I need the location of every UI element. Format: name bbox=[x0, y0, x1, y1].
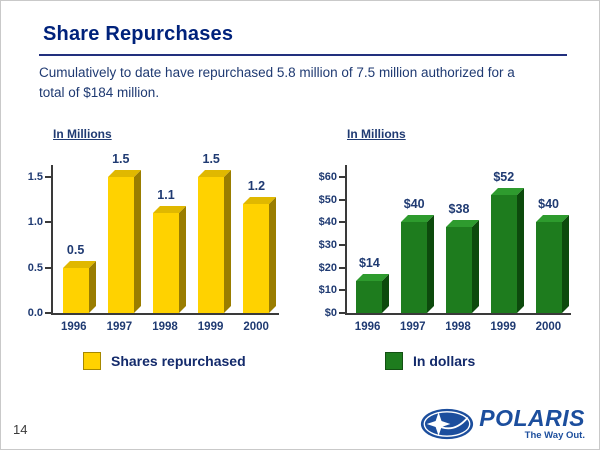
y-tick-label: $60 bbox=[318, 170, 337, 183]
bar-slot: 0.5 bbox=[53, 165, 98, 313]
x-tick-label: 1996 bbox=[354, 321, 381, 333]
bar-slot: 1.2 bbox=[234, 165, 279, 313]
y-tick-label: 1.0 bbox=[27, 216, 43, 229]
x-tick-label: 1997 bbox=[400, 321, 426, 333]
y-tick-label: $20 bbox=[318, 261, 337, 274]
bar-slot: $52 bbox=[481, 165, 526, 313]
y-tick-label: 0.5 bbox=[27, 261, 43, 274]
y-tick-mark bbox=[45, 221, 51, 224]
legend-shares: Shares repurchased bbox=[83, 352, 246, 370]
bar-value-label: 0.5 bbox=[66, 242, 85, 257]
shares-repurchased-chart: In Millions 0.0 0.5 1.0 1.5 0.5 1.5 1.1 1.5 1.2 … bbox=[15, 127, 285, 333]
y-tick-label: $40 bbox=[318, 216, 337, 229]
x-tick-label: 2000 bbox=[243, 321, 269, 333]
slide-subtitle: Cumulatively to date have repurchased 5.… bbox=[39, 65, 515, 100]
x-tick-label: 1997 bbox=[106, 321, 133, 333]
bar-1998: 1.1 bbox=[153, 188, 179, 313]
polaris-star-ellipse-icon bbox=[421, 408, 474, 440]
legend-dollars: In dollars bbox=[385, 352, 475, 370]
bar-value-label: 1.5 bbox=[202, 151, 220, 166]
legend-swatch-yellow bbox=[83, 352, 101, 370]
y-tick-mark bbox=[339, 221, 345, 224]
bar-slot: $38 bbox=[437, 165, 482, 313]
bar-slot: 1.1 bbox=[143, 165, 188, 313]
y-tick-mark bbox=[45, 266, 51, 269]
bar-1997: 1.5 bbox=[107, 152, 134, 313]
plot-area-dollars: $0 $10 $20 $30 $40 $50 $60 $14 $40 $38 $52 $40 bbox=[319, 165, 571, 319]
bar-1999: 1.5 bbox=[198, 152, 225, 313]
bar-slot: $40 bbox=[392, 165, 437, 313]
logo-brand: POLARIS bbox=[479, 405, 585, 431]
y-tick-mark bbox=[339, 175, 345, 178]
bar-value-label: $40 bbox=[538, 197, 560, 212]
bar-slot: $14 bbox=[347, 165, 392, 313]
y-tick-mark bbox=[339, 243, 345, 246]
title-divider bbox=[39, 54, 567, 56]
bar-slot: 1.5 bbox=[189, 152, 234, 313]
y-tick-label: $30 bbox=[318, 238, 337, 251]
x-axis-shares: 1996 1997 1998 1999 2000 bbox=[51, 321, 279, 333]
bar-2000: $40 bbox=[535, 197, 562, 313]
x-tick-label: 1996 bbox=[61, 321, 87, 333]
bar-value-label: $14 bbox=[358, 256, 380, 271]
y-tick-mark bbox=[339, 198, 345, 201]
logo-tagline: The Way Out. bbox=[524, 430, 585, 441]
chart-body-shares: 0.0 0.5 1.0 1.5 0.5 1.5 1.1 1.5 1.2 bbox=[15, 152, 285, 319]
bar-2000: 1.2 bbox=[243, 179, 270, 313]
y-tick-label: $0 bbox=[324, 307, 337, 319]
x-tick-label: 1998 bbox=[445, 321, 471, 333]
legend-label-shares: Shares repurchased bbox=[111, 353, 246, 369]
bar-value-label: 1.2 bbox=[247, 179, 266, 194]
plot-area-shares: 0.0 0.5 1.0 1.5 0.5 1.5 1.1 1.5 1.2 bbox=[28, 152, 279, 319]
bar-value-label: 1.1 bbox=[157, 188, 175, 203]
y-tick-label: 0.0 bbox=[27, 307, 43, 319]
bar-value-label: $38 bbox=[448, 201, 470, 216]
bar-1996: $14 bbox=[356, 256, 383, 313]
polaris-logo: POLARIS The Way Out. bbox=[420, 407, 585, 441]
legend-label-dollars: In dollars bbox=[413, 353, 476, 369]
y-tick-mark bbox=[339, 312, 345, 314]
bar-value-label: $52 bbox=[493, 170, 515, 184]
chart-title-dollars: In Millions bbox=[347, 127, 406, 141]
bar-slot: 1.5 bbox=[98, 152, 143, 313]
y-tick-mark bbox=[45, 312, 51, 314]
logo-text: POLARIS The Way Out. bbox=[479, 405, 585, 442]
x-tick-label: 1998 bbox=[152, 321, 178, 333]
y-tick-mark bbox=[339, 266, 345, 269]
bar-1999: $52 bbox=[490, 170, 517, 313]
y-tick-mark bbox=[339, 289, 345, 292]
bar-value-label: $40 bbox=[403, 197, 425, 212]
x-tick-label: 1999 bbox=[197, 321, 224, 333]
bar-1996: 0.5 bbox=[62, 243, 89, 313]
page-title: Share Repurchases bbox=[43, 23, 234, 45]
chart-body-dollars: $0 $10 $20 $30 $40 $50 $60 $14 $40 $38 $52 $40 bbox=[305, 165, 577, 319]
dollars-chart: In Millions $0 $10 $20 $30 $40 $50 $60 $14 $40 $3… bbox=[305, 127, 577, 333]
bar-value-label: 1.5 bbox=[112, 151, 130, 166]
x-tick-label: 2000 bbox=[535, 321, 562, 333]
y-tick-label: 1.5 bbox=[27, 170, 43, 183]
page-number: 14 bbox=[13, 422, 28, 437]
x-tick-label: 1999 bbox=[490, 321, 516, 333]
bar-slot: $40 bbox=[526, 165, 571, 313]
y-tick-mark bbox=[45, 175, 51, 178]
chart-title-shares: In Millions bbox=[53, 127, 112, 141]
y-tick-label: $10 bbox=[318, 284, 337, 297]
x-axis-dollars: 1996 1997 1998 1999 2000 bbox=[345, 321, 571, 333]
legend-swatch-green bbox=[385, 352, 403, 370]
bar-1998: $38 bbox=[445, 202, 472, 313]
bar-1997: $40 bbox=[401, 197, 428, 313]
y-tick-label: $50 bbox=[318, 193, 337, 206]
